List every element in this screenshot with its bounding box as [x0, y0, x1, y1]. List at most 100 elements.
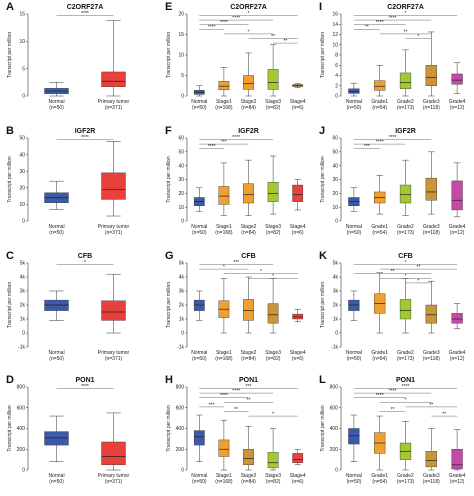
box-normal: Normal(n=50) — [346, 414, 362, 485]
x-tick-label: Grade2 — [397, 224, 414, 230]
panel-title: IGF2R — [395, 128, 416, 135]
significance-label: *** — [209, 402, 215, 408]
x-tick-count: (n=6) — [292, 105, 304, 111]
x-tick-count: (n=168) — [215, 105, 233, 111]
y-tick-label: 0 — [181, 468, 184, 474]
panel-letter: J — [319, 125, 325, 137]
x-tick-count: (n=6) — [292, 230, 304, 236]
significance-bracket: ** — [431, 412, 458, 418]
x-tick-label: Stage4 — [290, 99, 306, 105]
y-tick-label: 16 — [332, 12, 338, 18]
panel-title: PON1 — [239, 377, 258, 384]
y-tick-label: 3k — [179, 289, 185, 295]
x-tick-count: (n=50) — [192, 356, 207, 362]
y-tick-label: 3k — [333, 289, 339, 295]
significance-label: **** — [220, 20, 228, 26]
box-primary-tumor: Primary tumor(n=371) — [98, 141, 130, 236]
significance-label: * — [248, 11, 250, 17]
box-stage1: Stage1(n=168) — [215, 419, 233, 485]
significance-bracket: * — [405, 34, 432, 40]
significance-bracket: **** — [56, 384, 114, 390]
box-iqr — [101, 71, 126, 87]
box-grade4: Grade4(n=12) — [449, 162, 466, 236]
box-grade1: Grade1(n=54) — [371, 65, 388, 111]
significance-bracket: **** — [199, 135, 274, 141]
box-grade1: Grade1(n=54) — [371, 272, 388, 362]
box-iqr — [451, 449, 463, 470]
y-tick-label: 600 — [330, 405, 339, 411]
box-iqr — [267, 303, 279, 324]
x-tick-label: Primary tumor — [98, 350, 130, 356]
y-tick-label: 30 — [332, 177, 338, 183]
significance-label: * — [405, 274, 407, 280]
y-tick-label: 2k — [179, 303, 185, 309]
significance-label: ** — [404, 29, 408, 35]
significance-label: *** — [221, 140, 227, 146]
x-tick-label: Primary tumor — [98, 224, 130, 230]
significance-bracket: ** — [353, 25, 380, 31]
x-tick-label: Grade1 — [371, 224, 388, 230]
y-tick-label: 20 — [178, 12, 184, 18]
box-stage4: Stage4(n=6) — [290, 83, 306, 111]
box-normal: Normal(n=50) — [44, 290, 69, 362]
y-tick-label: 30 — [19, 169, 25, 175]
x-tick-label: Stage4 — [290, 224, 306, 230]
y-tick-label: 0 — [181, 94, 184, 100]
x-tick-label: Normal — [48, 99, 64, 105]
x-tick-label: Stage2 — [241, 350, 257, 356]
panel-title: PON1 — [396, 377, 415, 384]
y-tick-label: 40 — [178, 163, 184, 169]
x-tick-count: (n=50) — [347, 105, 362, 111]
significance-label: ** — [365, 25, 369, 31]
y-tick-label: 3k — [20, 289, 26, 295]
x-tick-label: Grade4 — [449, 473, 466, 479]
y-tick-label: 10 — [332, 205, 338, 211]
significance-bracket: **** — [56, 11, 114, 17]
x-tick-count: (n=54) — [372, 105, 387, 111]
y-tick-label: 20 — [332, 191, 338, 197]
box-iqr — [267, 69, 279, 90]
x-tick-label: Grade3 — [423, 224, 440, 230]
y-tick-label: 0 — [335, 219, 338, 225]
y-tick-label: 400 — [330, 426, 339, 432]
panel-f: F IGF2R 0 10 20 30 40 50 60 Transcript per millio… — [165, 125, 306, 236]
box-iqr — [348, 428, 360, 445]
panel-title: C2ORF27A — [387, 4, 424, 11]
box-grade1: Grade1(n=54) — [371, 415, 388, 485]
y-axis-label: Transcript per million — [7, 405, 13, 451]
y-tick-label: 14 — [332, 22, 338, 28]
panel-letter: E — [165, 1, 172, 13]
y-tick-label: 800 — [330, 385, 339, 391]
significance-bracket: ** — [379, 407, 406, 413]
x-tick-count: (n=50) — [49, 230, 64, 236]
significance-bracket: **** — [353, 393, 406, 399]
box-iqr — [292, 453, 304, 463]
x-tick-count: (n=6) — [292, 479, 304, 485]
x-tick-count: (n=118) — [423, 356, 440, 362]
x-tick-count: (n=82) — [266, 479, 281, 485]
significance-label: ** — [234, 407, 238, 413]
y-tick-label: 50 — [19, 136, 25, 142]
box-iqr — [451, 73, 463, 85]
x-tick-label: Primary tumor — [98, 473, 130, 479]
y-tick-label: 2k — [333, 303, 339, 309]
significance-bracket: * — [353, 260, 458, 266]
box-stage1: Stage1(n=168) — [215, 67, 233, 111]
significance-bracket: **** — [353, 20, 406, 26]
y-tick-label: 0 — [335, 331, 338, 337]
x-tick-count: (n=50) — [192, 479, 207, 485]
y-tick-label: 5k — [333, 261, 339, 267]
box-iqr — [101, 300, 126, 321]
significance-bracket: **** — [199, 389, 274, 395]
y-tick-label: 4 — [335, 73, 338, 79]
x-tick-label: Grade4 — [449, 350, 466, 356]
x-tick-count: (n=12) — [450, 356, 465, 362]
box-iqr — [267, 452, 279, 469]
significance-label: *** — [246, 384, 252, 390]
x-tick-count: (n=84) — [241, 230, 256, 236]
x-tick-count: (n=50) — [49, 105, 64, 111]
y-tick-label: 20 — [178, 191, 184, 197]
x-tick-count: (n=371) — [105, 230, 123, 236]
box-iqr — [425, 177, 437, 201]
